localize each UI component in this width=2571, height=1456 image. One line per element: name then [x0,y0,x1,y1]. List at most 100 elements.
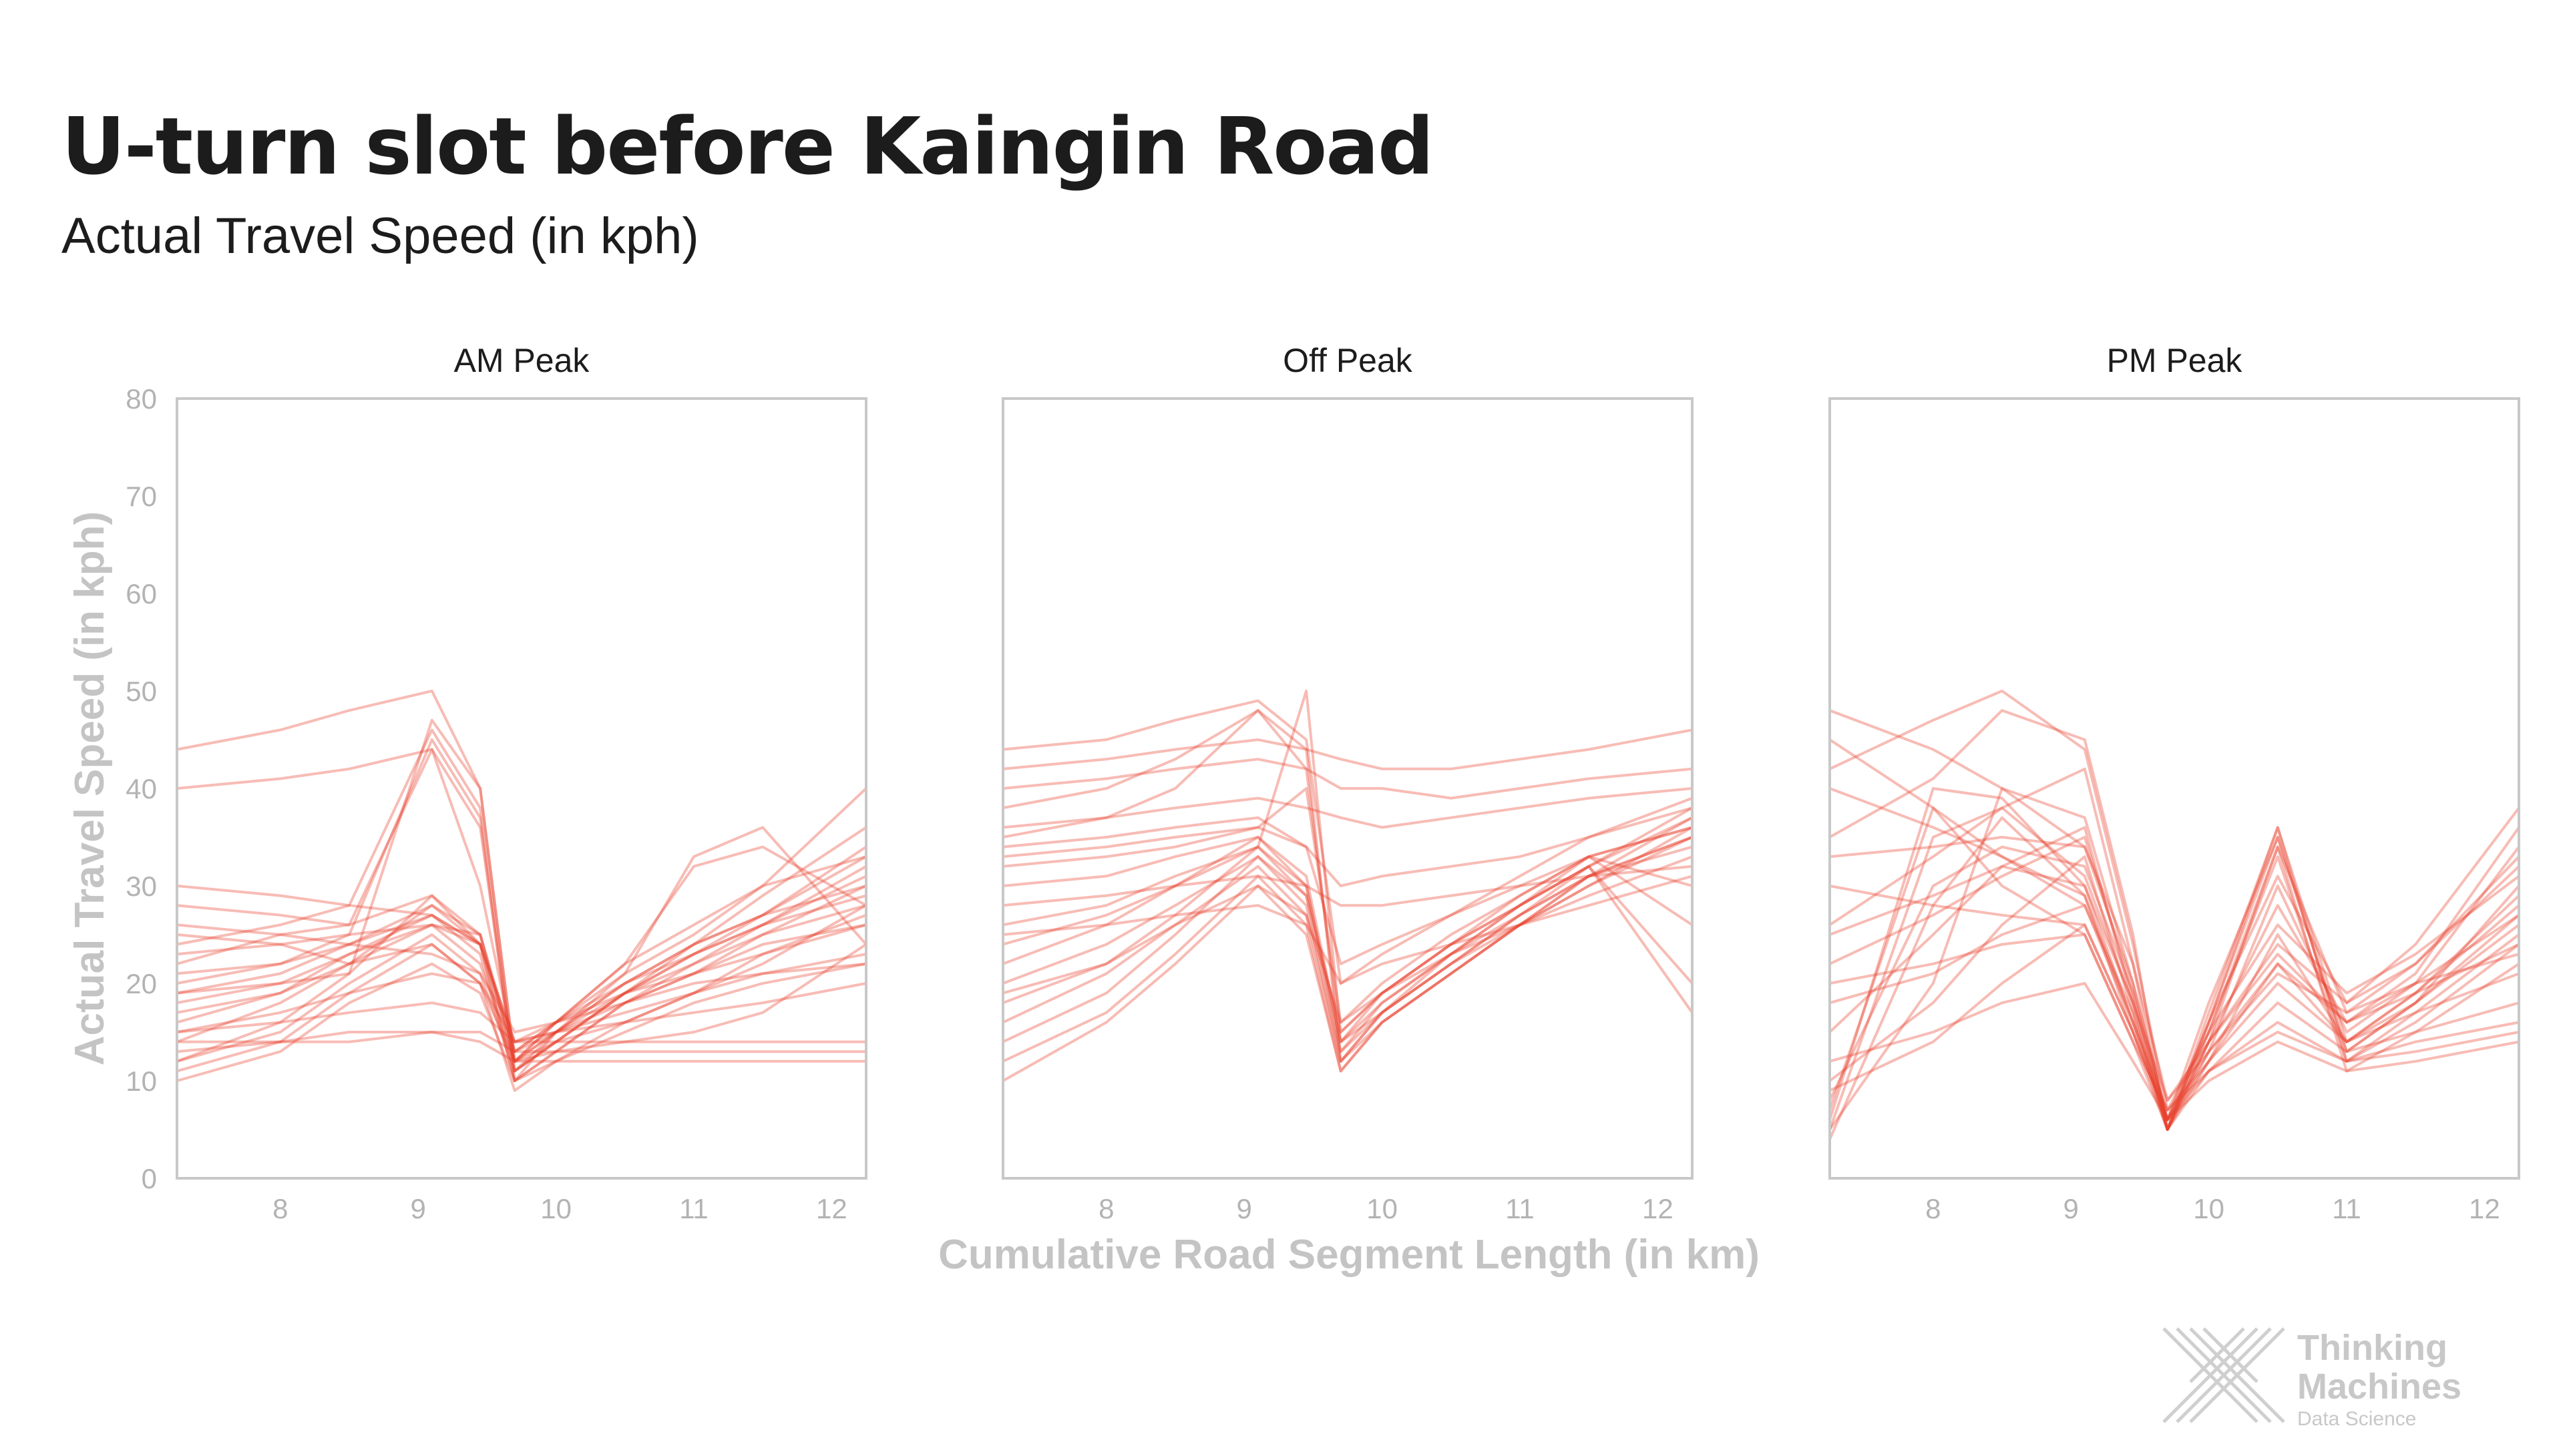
y-tick-label: 20 [126,968,157,999]
y-tick-label: 70 [126,481,157,512]
series-line-16 [1828,845,2520,1131]
series-group [176,690,867,1092]
series-line-20 [176,923,867,1033]
thinking-machines-logo-icon [2162,1327,2285,1423]
panel-am-peak: AM Peak 8 9 10 11 12 0 10 20 30 40 50 60 70 80 [126,342,867,1224]
series-line-18 [1002,836,1693,1082]
series-line-16 [1002,865,1694,1063]
panel-pm-peak: PM Peak 8 9 10 11 12 [1828,342,2520,1224]
series-line-9 [1829,787,2520,1131]
series-line-20 [1829,895,2520,1122]
series-line-8 [177,1031,866,1053]
series-line-22 [1829,865,2520,1102]
series-line-13 [1829,709,2520,1131]
series-line-5 [176,933,867,1063]
y-tick-label: 30 [126,871,157,902]
series-line-5 [1828,787,2520,1131]
series-line-11 [176,728,867,1073]
series-line-3 [1002,826,1693,1043]
series-line-24 [176,875,867,1063]
series-line-17 [1002,699,1693,985]
series-line-20 [1002,875,1693,985]
series-line-5 [1002,826,1693,1073]
y-axis-title: Actual Travel Speed (in kph) [67,511,113,1065]
series-line-14 [176,826,867,1082]
series-group [1828,690,2520,1140]
series-line-13 [1002,855,1693,1033]
x-tick-label: 9 [1237,1193,1252,1224]
panel-frame [1828,397,2520,1180]
series-line-23 [176,923,867,1043]
x-tick-label: 11 [679,1193,709,1224]
series-line-17 [176,690,867,1063]
series-line-2 [1828,787,2520,1122]
series-line-1 [176,865,867,1073]
page-title: U-turn slot before Kaingin Road [61,100,1434,192]
series-group [1002,690,1694,1082]
logo-wordmark: Thinking Machines Data Science [2297,1328,2461,1433]
series-line-22 [176,962,867,1082]
series-line-21 [1002,806,1693,887]
x-tick-label: 10 [540,1193,572,1224]
panel-title: AM Peak [454,342,590,379]
panel-title: PM Peak [2107,342,2243,379]
panel-frame [1002,397,1694,1180]
series-line-4 [176,904,867,1073]
series-line-15 [1828,826,2520,1122]
series-line-9 [176,1031,866,1063]
series-line-10 [1002,728,1693,770]
series-line-22 [1002,855,1693,1024]
series-line-7 [176,1001,866,1043]
x-tick-label: 9 [2063,1193,2079,1224]
logo-line-3: Data Science [2297,1408,2417,1430]
logo-line-1: Thinking [2297,1328,2447,1368]
x-tick-label: 11 [2332,1193,2361,1224]
series-line-19 [1002,816,1693,965]
series-line-14 [1828,767,2520,1131]
series-line-12 [176,738,867,1082]
y-tick-label: 40 [126,773,157,804]
series-line-19 [1829,836,2520,1102]
series-line-3 [1828,816,2520,1140]
series-line-1 [1002,816,1693,1063]
series-line-15 [1002,690,1694,1033]
x-axis-title: Cumulative Road Segment Length (in km) [938,1232,1760,1278]
series-line-8 [1002,709,1693,1063]
series-line-1 [1828,806,2520,1131]
series-line-25 [176,972,867,1043]
series-line-7 [1828,738,2520,1131]
series-line-2 [1002,806,1693,1053]
series-line-12 [1002,865,1693,907]
series-line-12 [1829,982,2520,1122]
y-tick-label: 60 [126,578,157,610]
series-line-19 [176,885,867,1043]
y-tick-label: 0 [142,1163,157,1194]
series-line-18 [176,913,867,1092]
x-tick-label: 8 [1099,1193,1114,1224]
x-tick-label: 11 [1505,1193,1535,1224]
series-line-13 [176,748,867,1053]
x-tick-label: 12 [816,1193,847,1224]
page-subtitle: Actual Travel Speed (in kph) [61,208,699,264]
series-line-10 [1829,885,2520,1122]
logo-line-2: Machines [2297,1367,2462,1407]
series-line-15 [176,845,867,1063]
series-line-3 [176,885,867,1082]
series-line-4 [1828,806,2520,1131]
series-line-8 [1829,709,2520,1122]
x-tick-label: 12 [2469,1193,2500,1224]
panel-title: Off Peak [1283,342,1413,379]
series-line-21 [176,855,867,1053]
series-line-16 [176,748,867,1073]
series-line-6 [1828,836,2520,1131]
series-line-2 [176,845,867,1063]
x-tick-label: 9 [411,1193,426,1224]
series-line-11 [1002,787,1693,829]
series-line-11 [1829,933,2520,1112]
x-tick-label: 12 [1642,1193,1673,1224]
series-line-7 [1002,709,1693,1043]
series-line-18 [1829,904,2520,1112]
x-tick-label: 8 [1925,1193,1941,1224]
series-line-21 [1829,690,2520,1112]
